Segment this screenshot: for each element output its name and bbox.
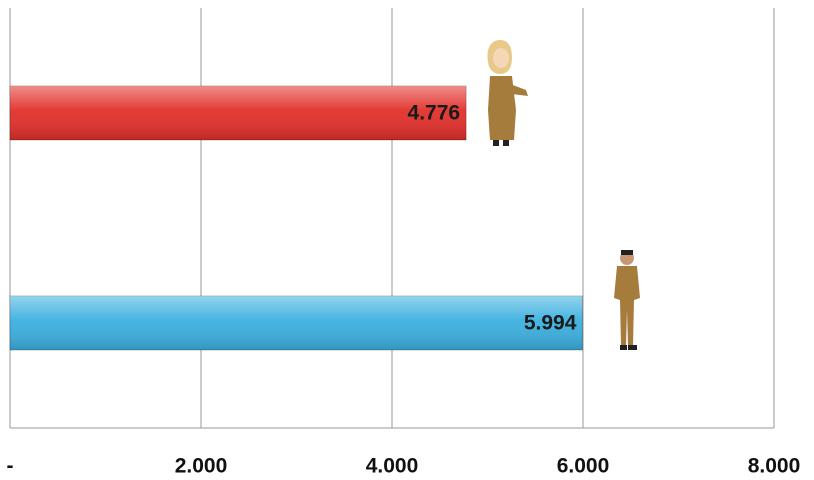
x-tick-label: 6.000 [557,455,610,478]
x-tick-label: 2.000 [175,455,228,478]
x-tick-label: 8.000 [748,455,801,478]
bar-shine [10,86,467,140]
man-icon [614,250,640,350]
x-tick-label: 4.000 [366,455,419,478]
data-label: 4.776 [408,102,461,125]
woman-icon [487,40,528,146]
plot-area: - 2.000 4.000 6.000 8.000 4.776 5.994 [7,8,801,478]
x-tick-label: - [7,455,14,478]
bar-group: 4.776 [9,85,467,141]
bar-group: 5.994 [9,295,583,351]
data-label: 5.994 [524,312,577,335]
bar-shine [10,296,583,350]
